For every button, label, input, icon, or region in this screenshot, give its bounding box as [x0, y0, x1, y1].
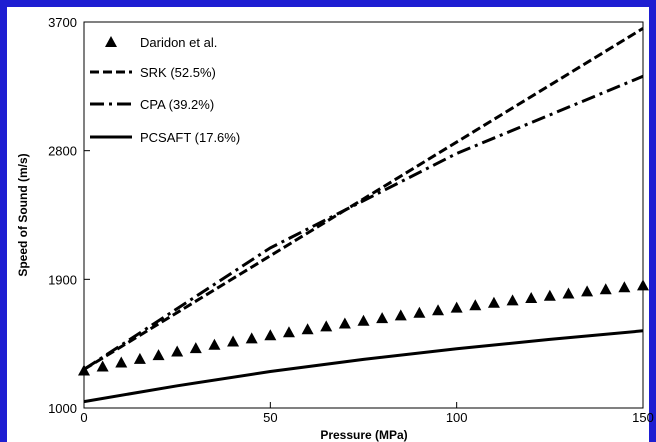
daridon-point [357, 314, 370, 326]
daridon-point [245, 332, 258, 344]
legend-marker-daridon [105, 36, 117, 47]
daridon-point [171, 345, 184, 357]
daridon-point [338, 317, 351, 329]
daridon-point [376, 312, 389, 324]
daridon-point [133, 352, 146, 364]
daridon-point [189, 342, 202, 354]
y-tick-label: 3700 [48, 15, 77, 30]
daridon-point [152, 349, 165, 361]
x-tick-label: 0 [80, 410, 87, 425]
x-axis-title: Pressure (MPa) [320, 428, 407, 442]
plot-area-border [83, 21, 644, 409]
daridon-point [581, 285, 594, 297]
y-tick-label: 1900 [48, 272, 77, 287]
x-tick-label: 150 [632, 410, 654, 425]
plot-marks [78, 27, 649, 404]
legend: Daridon et al. SRK (52.5%) CPA (39.2%) PCSA… [90, 35, 240, 145]
legend-label-daridon: Daridon et al. [140, 35, 217, 50]
y-tick-label: 1000 [48, 401, 77, 416]
daridon-point [264, 329, 277, 341]
daridon-point [115, 356, 128, 368]
legend-label-1: SRK (52.5%) [140, 65, 216, 80]
daridon-point [543, 289, 556, 301]
daridon-point [301, 323, 314, 335]
daridon-point [432, 304, 445, 316]
y-axis-title: Speed of Sound (m/s) [16, 153, 30, 276]
daridon-point [282, 326, 295, 338]
y-tick-label: 2800 [48, 144, 77, 159]
daridon-point [320, 320, 333, 332]
legend-label-2: CPA (39.2%) [140, 97, 214, 112]
daridon-point [227, 335, 240, 347]
daridon-point [599, 283, 612, 295]
daridon-point [394, 309, 407, 321]
daridon-point [469, 299, 482, 311]
daridon-point [96, 360, 109, 372]
legend-label-3: PCSAFT (17.6%) [140, 130, 240, 145]
daridon-point [562, 287, 575, 299]
axes: 0 50 100 150 1000 1900 2800 3700 [48, 15, 654, 425]
daridon-point [450, 301, 463, 313]
daridon-point [413, 306, 426, 318]
series-line-2 [83, 74, 644, 371]
daridon-point [506, 294, 519, 306]
daridon-point [208, 338, 221, 350]
daridon-point [525, 292, 538, 304]
daridon-point [487, 296, 500, 308]
series-line-3 [83, 329, 644, 404]
series-line-1 [83, 27, 644, 371]
x-tick-label: 100 [446, 410, 468, 425]
x-tick-label: 50 [263, 410, 277, 425]
daridon-point [618, 281, 631, 293]
